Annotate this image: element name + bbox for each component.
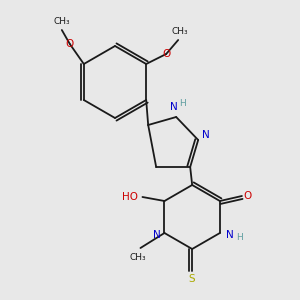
Text: N: N	[226, 230, 234, 240]
Text: N: N	[170, 102, 178, 112]
Text: CH₃: CH₃	[129, 253, 146, 262]
Text: H: H	[179, 100, 186, 109]
Text: H: H	[236, 233, 243, 242]
Text: S: S	[189, 274, 196, 284]
Text: HO: HO	[122, 192, 139, 202]
Text: O: O	[162, 49, 170, 59]
Text: O: O	[66, 39, 74, 49]
Text: CH₃: CH₃	[53, 17, 70, 26]
Text: N: N	[202, 130, 210, 140]
Text: CH₃: CH₃	[172, 28, 188, 37]
Text: O: O	[244, 191, 252, 201]
Text: N: N	[153, 230, 160, 240]
